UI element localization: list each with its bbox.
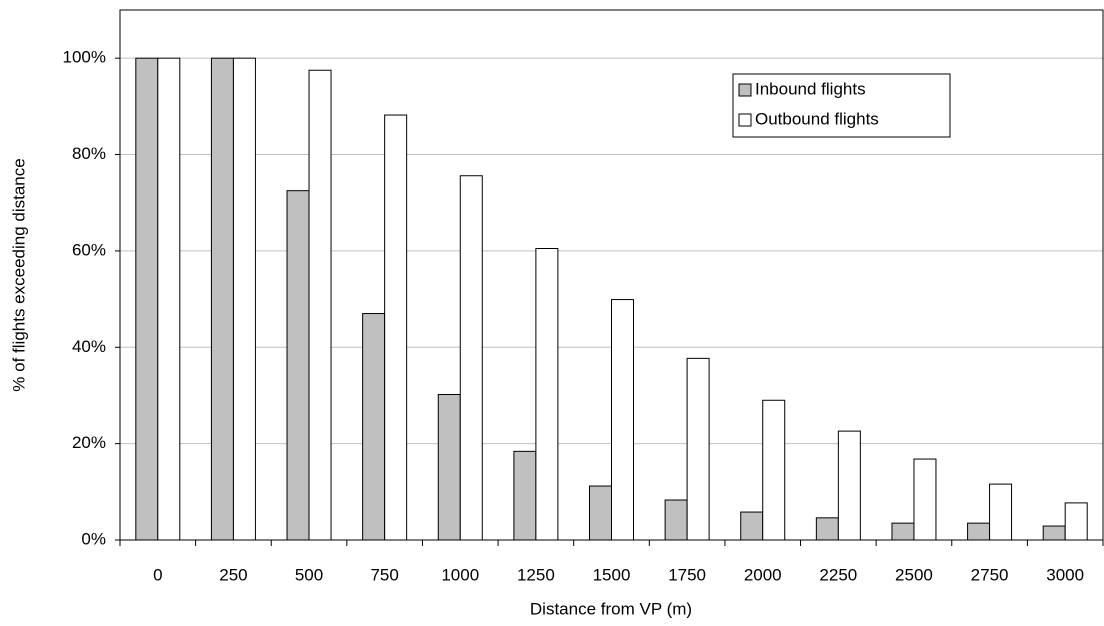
bar <box>232 57 256 541</box>
y-axis-label: % of flights exceeding distance <box>9 158 28 391</box>
y-tick-label: 0% <box>81 529 106 548</box>
bar <box>837 430 861 541</box>
x-tick-label: 500 <box>295 565 323 584</box>
bar <box>762 399 786 541</box>
bar <box>384 114 408 541</box>
y-tick-label: 60% <box>72 240 106 259</box>
bar <box>686 357 710 541</box>
bar <box>989 483 1013 541</box>
bar <box>308 69 332 541</box>
bar <box>210 57 234 541</box>
legend-swatch <box>738 113 752 127</box>
bar <box>535 248 559 541</box>
legend-swatch <box>738 83 752 97</box>
x-tick-label: 0 <box>153 565 162 584</box>
x-tick-label: 2000 <box>744 565 782 584</box>
bar <box>286 190 310 541</box>
bar <box>967 522 991 541</box>
x-tick-label: 2500 <box>895 565 933 584</box>
bar <box>589 485 612 541</box>
x-tick-label: 2750 <box>971 565 1009 584</box>
x-tick-label: 2250 <box>819 565 857 584</box>
bar <box>913 458 937 541</box>
x-tick-label: 1500 <box>593 565 631 584</box>
x-tick-label: 1000 <box>441 565 479 584</box>
x-tick-label: 750 <box>370 565 398 584</box>
y-tick-label: 20% <box>72 433 106 452</box>
x-axis-label: Distance from VP (m) <box>530 599 692 618</box>
y-tick-label: 40% <box>72 337 106 356</box>
x-tick-label: 3000 <box>1046 565 1084 584</box>
legend-label: Outbound flights <box>755 109 879 128</box>
bar <box>664 499 688 541</box>
x-tick-label: 250 <box>219 565 247 584</box>
legend-label: Inbound flights <box>755 79 866 98</box>
bar <box>513 450 537 541</box>
legend-box <box>732 73 951 138</box>
bar <box>157 57 181 541</box>
bar <box>891 522 915 541</box>
y-tick-label: 80% <box>72 144 106 163</box>
bar <box>611 299 634 541</box>
bar <box>740 511 764 541</box>
bar <box>437 393 461 541</box>
bar <box>815 517 839 541</box>
y-tick-label: 100% <box>63 48 106 67</box>
x-tick-label: 1250 <box>517 565 555 584</box>
bar <box>362 313 386 541</box>
x-tick-label: 1750 <box>668 565 706 584</box>
bar <box>1042 525 1066 541</box>
bar <box>135 57 159 541</box>
bar <box>1064 502 1088 541</box>
bar <box>459 175 483 541</box>
